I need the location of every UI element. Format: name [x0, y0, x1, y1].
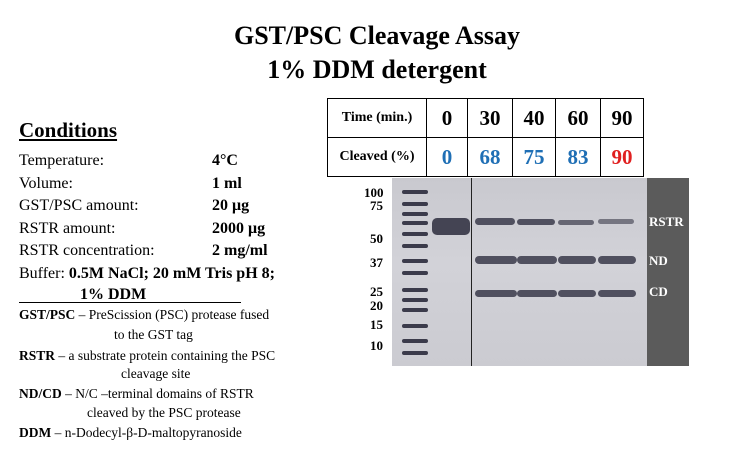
ladder-band	[402, 351, 428, 355]
ladder-band	[402, 308, 428, 312]
ladder-band	[402, 339, 428, 343]
definition-cont: to the GST tag	[114, 327, 193, 342]
cd-band	[598, 290, 636, 297]
band-label-cd: CD	[649, 284, 668, 299]
conditions-heading: Conditions	[19, 118, 118, 142]
time-cell: 60	[555, 98, 601, 138]
rstr-band	[598, 219, 634, 224]
ladder-band	[402, 324, 428, 328]
cleaved-cell: 75	[512, 137, 556, 177]
condition-label: Volume:	[19, 175, 73, 192]
gel-image	[392, 178, 648, 366]
assay-table: Time (min.) 0 30 40 60 90 Cleaved (%) 0 …	[327, 98, 644, 177]
gel-label-strip	[647, 178, 689, 366]
condition-label: Temperature:	[19, 152, 105, 169]
cd-band	[475, 290, 517, 297]
definition-nd-cd: ND/CD – N/C –terminal domains of RSTR cl…	[19, 385, 254, 420]
mw-marker-label: 37	[370, 255, 383, 270]
definition-term: RSTR	[19, 348, 56, 363]
nd-band	[475, 256, 517, 264]
condition-label: GST/PSC amount:	[19, 197, 139, 214]
cleaved-cell: 83	[555, 137, 601, 177]
nd-band	[517, 256, 557, 264]
divider	[19, 302, 241, 303]
buffer-value-2: 1% DDM	[80, 286, 147, 303]
ladder-band	[402, 212, 428, 216]
definition-term: DDM	[19, 425, 52, 440]
band-label-rstr: RSTR	[649, 214, 684, 229]
lane-divider	[471, 178, 472, 366]
cleaved-row: Cleaved (%) 0 68 75 83 90	[327, 137, 644, 177]
definition-ddm: DDM – n-Dodecyl-β-D-maltopyranoside	[19, 424, 242, 441]
cd-band	[517, 290, 557, 297]
ladder-band	[402, 232, 428, 236]
rstr-band	[475, 218, 515, 225]
nd-band	[598, 256, 636, 264]
mw-marker-label: 25	[370, 284, 383, 299]
definition-rstr: RSTR – a substrate protein containing th…	[19, 347, 276, 381]
cd-band	[558, 290, 596, 297]
mw-marker-label: 50	[370, 231, 383, 246]
ladder-band	[402, 259, 428, 263]
definition-text: – a substrate protein containing the PSC	[55, 348, 276, 363]
mw-marker-label: 20	[370, 298, 383, 313]
ladder-band	[402, 190, 428, 194]
condition-value: 2 mg/ml	[212, 242, 268, 259]
mw-marker-label: 75	[370, 198, 383, 213]
time-cell: 40	[512, 98, 556, 138]
buffer-line: Buffer: 0.5M NaCl; 20 mM Tris pH 8;	[19, 264, 275, 284]
ladder-band	[402, 271, 428, 275]
title-line-1: GST/PSC Cleavage Assay	[233, 21, 521, 50]
cleaved-header: Cleaved (%)	[327, 137, 427, 177]
definition-cont: cleavage site	[121, 366, 191, 381]
ladder-band	[402, 202, 428, 206]
ladder-band	[402, 244, 428, 248]
condition-value: 1 ml	[212, 175, 242, 192]
mw-marker-label: 15	[370, 317, 383, 332]
condition-value: 2000 μg	[212, 220, 266, 237]
buffer-value: 0.5M NaCl; 20 mM Tris pH 8;	[68, 265, 275, 282]
cleaved-cell: 68	[467, 137, 513, 177]
definition-term: ND/CD	[19, 386, 62, 401]
time-cell: 90	[600, 98, 644, 138]
nd-band	[558, 256, 596, 264]
definition-gst-psc: GST/PSC – PreScission (PSC) protease fus…	[19, 306, 270, 342]
definition-term: GST/PSC	[19, 307, 76, 322]
title-line-2: 1% DDM detergent	[267, 55, 487, 84]
rstr-band	[558, 220, 594, 225]
condition-label: RSTR amount:	[19, 220, 116, 237]
ladder-band	[402, 288, 428, 292]
ladder-band	[402, 298, 428, 302]
time-cell: 30	[467, 98, 513, 138]
rstr-band	[517, 219, 555, 225]
condition-label: RSTR concentration:	[19, 242, 155, 259]
buffer-label: Buffer:	[19, 265, 65, 282]
cleaved-cell: 0	[426, 137, 468, 177]
time-cell: 0	[426, 98, 468, 138]
definition-cont: cleaved by the PSC protease	[87, 405, 241, 420]
condition-value: 4°C	[212, 152, 238, 169]
mw-marker-label: 100	[364, 185, 384, 200]
definition-text: – PreScission (PSC) protease fused	[75, 307, 270, 322]
time-row: Time (min.) 0 30 40 60 90	[327, 98, 644, 138]
definition-text: – n-Dodecyl-β-D-maltopyranoside	[51, 425, 242, 440]
ladder-band	[402, 221, 428, 225]
band-label-nd: ND	[649, 253, 668, 268]
time-header: Time (min.)	[327, 98, 427, 138]
mw-marker-label: 10	[370, 338, 383, 353]
rstr-band	[432, 218, 470, 235]
cleaved-cell: 90	[600, 137, 644, 177]
definition-text: – N/C –terminal domains of RSTR	[61, 386, 254, 401]
condition-value: 20 μg	[212, 197, 250, 214]
